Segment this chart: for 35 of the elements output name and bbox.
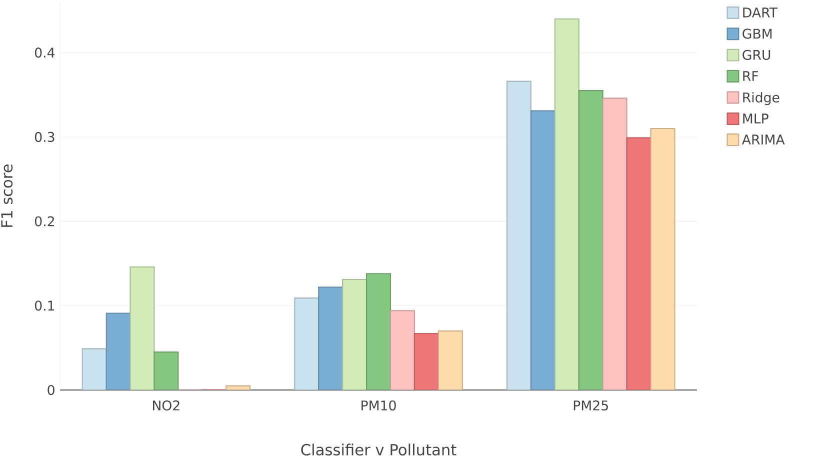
y-tick-label: 0.2 [34, 216, 54, 226]
y-tick-label: 0.3 [34, 132, 54, 142]
bar [82, 348, 107, 390]
bar [602, 98, 628, 390]
bar [554, 18, 580, 390]
bar [650, 128, 676, 390]
bar [318, 286, 344, 390]
y-tick-label: 0.1 [34, 300, 54, 311]
bar [414, 332, 439, 390]
legend-label: ARIMA [742, 134, 785, 144]
bar [342, 278, 368, 390]
bar [506, 80, 532, 390]
bar [626, 137, 652, 390]
bar [106, 312, 131, 390]
y-tick-label: 0.4 [34, 48, 55, 58]
legend-label: RF [743, 71, 758, 81]
bar [438, 330, 463, 390]
x-axis-title: Classifier v Pollutant [301, 444, 456, 456]
bar [578, 90, 604, 390]
bar [130, 266, 155, 390]
bar [294, 298, 320, 390]
bar [390, 310, 415, 390]
legend-label: GRU [742, 50, 770, 60]
x-tick-label: PM25 [574, 400, 608, 410]
bar [154, 352, 179, 390]
bar [366, 273, 392, 390]
legend-label: MLP [743, 114, 768, 124]
x-tick-label: PM10 [362, 400, 396, 410]
legend-label: GBM [742, 28, 772, 39]
bar [530, 110, 556, 390]
legend-label: Ridge [743, 92, 780, 106]
y-tick-label: 0 [48, 384, 54, 396]
legend-label: DART [743, 8, 778, 18]
y-axis-title: F1 score [1, 164, 13, 227]
x-tick-label: NO2 [153, 400, 180, 410]
